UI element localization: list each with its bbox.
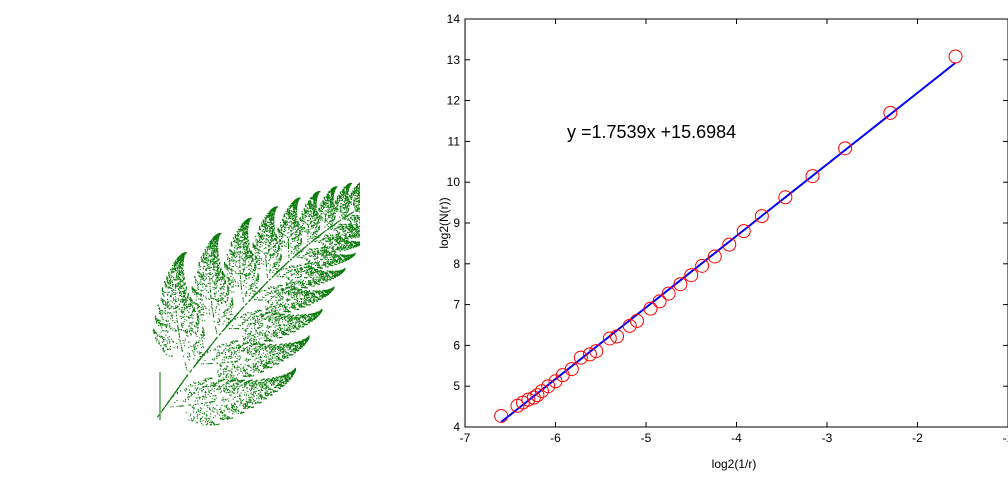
- data-point: [754, 209, 769, 224]
- data-point: [652, 294, 667, 309]
- data-point: [948, 49, 963, 64]
- data-point: [573, 350, 588, 365]
- y-tick-label: 13: [447, 53, 461, 67]
- y-axis-label: log2(N(r)): [437, 197, 451, 248]
- x-tick-label: -6: [550, 431, 561, 445]
- axes-box: [464, 18, 1008, 428]
- data-point: [722, 237, 737, 252]
- y-tick-label: 4: [453, 420, 460, 434]
- data-point: [707, 249, 722, 264]
- y-tick-label: 12: [447, 94, 461, 108]
- data-point: [673, 277, 688, 292]
- data-point: [838, 141, 853, 156]
- data-point: [494, 408, 509, 423]
- y-tick-label: 10: [447, 175, 461, 189]
- y-tick-label: 5: [453, 379, 460, 393]
- data-point: [778, 190, 793, 205]
- data-point: [589, 344, 604, 359]
- data-point: [530, 388, 545, 403]
- data-point: [582, 347, 597, 362]
- data-point: [695, 258, 710, 273]
- y-tick-label: 9: [453, 216, 460, 230]
- data-point: [622, 318, 637, 333]
- data-point: [602, 331, 617, 346]
- y-tick-label: 8: [453, 257, 460, 271]
- fern-panel: [0, 0, 435, 473]
- y-tick-label: 7: [453, 298, 460, 312]
- chart-panel: -7 -6 -5 -4 -3 -2 -1 4 5 6 7 8 9 10 11 12 13 14 y =1.7539…: [420, 0, 1008, 473]
- y-tick-label: 6: [453, 338, 460, 352]
- data-points: [494, 49, 963, 423]
- barnsley-fern-image: [152, 178, 435, 426]
- x-tick-label: -4: [731, 431, 742, 445]
- x-tick-label: -2: [912, 431, 923, 445]
- fern-fronds: [152, 178, 435, 426]
- data-point: [883, 105, 898, 120]
- fit-equation-annotation: y =1.7539x +15.6984: [567, 122, 736, 142]
- data-point: [564, 362, 579, 377]
- x-axis-label: log2(1/r): [712, 457, 757, 471]
- axis-ticks: -7 -6 -5 -4 -3 -2 -1 4 5 6 7 8 9 10 11 12 13 14: [447, 12, 1008, 445]
- y-tick-label: 14: [447, 12, 461, 26]
- data-point: [736, 224, 751, 239]
- fit-line-group: [500, 61, 957, 423]
- data-point: [541, 379, 556, 394]
- data-point: [610, 329, 625, 344]
- x-tick-label: -1: [1003, 431, 1008, 445]
- plot-area: [465, 19, 1008, 427]
- data-point: [643, 301, 658, 316]
- data-point: [684, 268, 699, 283]
- x-tick-label: -5: [641, 431, 652, 445]
- data-point: [521, 392, 536, 407]
- data-point: [629, 313, 644, 328]
- log-log-chart: -7 -6 -5 -4 -3 -2 -1 4 5 6 7 8 9 10 11 12 13 14 y =1.7539…: [437, 12, 1008, 471]
- x-tick-label: -7: [460, 431, 471, 445]
- data-point: [805, 169, 820, 184]
- fit-line: [500, 61, 957, 423]
- axes-frame: [464, 18, 1008, 428]
- y-tick-label: 11: [448, 134, 461, 148]
- x-tick-label: -3: [822, 431, 833, 445]
- data-point: [661, 286, 676, 301]
